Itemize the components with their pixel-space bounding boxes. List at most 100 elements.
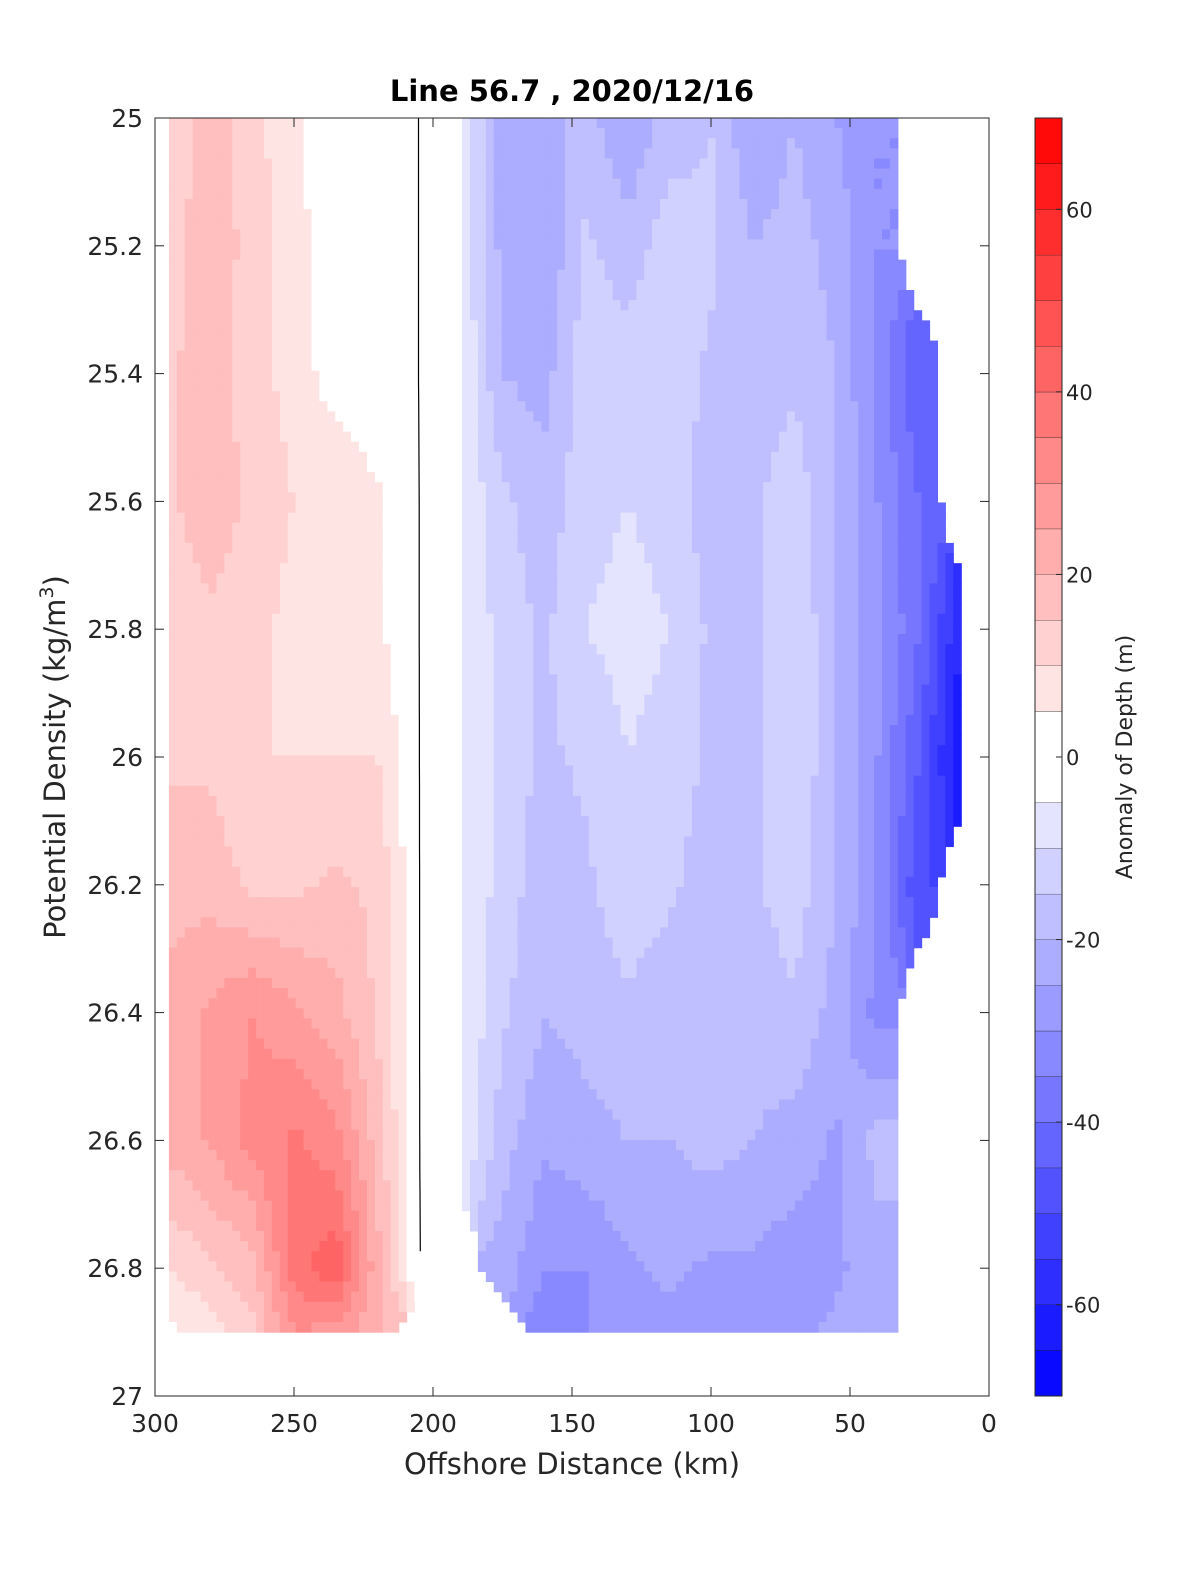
contour-cell bbox=[501, 188, 511, 200]
contour-cell bbox=[256, 330, 265, 342]
contour-cell bbox=[557, 542, 566, 554]
contour-cell bbox=[921, 431, 931, 443]
contour-cell bbox=[335, 482, 344, 493]
contour-cell bbox=[256, 401, 265, 413]
contour-cell bbox=[533, 310, 542, 321]
contour-cell bbox=[699, 421, 709, 433]
contour-cell bbox=[517, 148, 527, 160]
contour-cell bbox=[572, 512, 582, 524]
contour-cell bbox=[224, 290, 233, 301]
contour-cell bbox=[541, 391, 550, 402]
contour-cell bbox=[303, 502, 313, 514]
contour-cell bbox=[652, 330, 661, 342]
contour-cell bbox=[549, 168, 558, 180]
contour-cell bbox=[557, 279, 566, 291]
contour-cell bbox=[454, 553, 463, 564]
contour-cell bbox=[802, 502, 812, 514]
contour-cell bbox=[469, 563, 479, 574]
contour-cell bbox=[723, 148, 733, 160]
contour-cell bbox=[683, 168, 693, 180]
contour-cell bbox=[715, 340, 725, 352]
contour-cell bbox=[216, 472, 225, 483]
contour-cell bbox=[525, 229, 534, 241]
contour-cell bbox=[778, 583, 788, 595]
contour-cell bbox=[485, 502, 495, 514]
contour-cell bbox=[311, 370, 321, 382]
contour-cell bbox=[707, 168, 717, 180]
contour-cell bbox=[596, 249, 606, 261]
contour-cell bbox=[588, 462, 598, 473]
contour-cell bbox=[351, 138, 360, 149]
contour-cell bbox=[232, 391, 241, 402]
contour-cell bbox=[612, 330, 622, 342]
contour-cell bbox=[850, 360, 859, 372]
contour-cell bbox=[652, 441, 661, 453]
contour-cell bbox=[168, 249, 178, 261]
contour-cell bbox=[359, 269, 368, 281]
contour-cell bbox=[644, 340, 653, 352]
contour-cell bbox=[533, 421, 542, 433]
contour-cell bbox=[747, 613, 756, 625]
contour-cell bbox=[446, 188, 455, 200]
contour-cell bbox=[176, 229, 186, 241]
contour-cell bbox=[517, 320, 527, 332]
contour-cell bbox=[446, 249, 455, 261]
contour-cell bbox=[335, 401, 344, 413]
contour-cell bbox=[549, 279, 558, 291]
contour-cell bbox=[517, 229, 527, 241]
contour-cell bbox=[628, 118, 637, 129]
contour-cell bbox=[866, 573, 875, 585]
contour-cell bbox=[889, 381, 899, 392]
contour-cell bbox=[216, 229, 225, 241]
contour-cell bbox=[644, 168, 653, 180]
contour-cell bbox=[493, 583, 503, 595]
contour-cell bbox=[216, 290, 225, 301]
contour-cell bbox=[382, 330, 392, 342]
contour-cell bbox=[485, 381, 495, 392]
contour-cell bbox=[818, 118, 828, 129]
contour-cell bbox=[319, 340, 328, 352]
contour-cell bbox=[715, 239, 725, 251]
contour-cell bbox=[691, 553, 701, 564]
contour-cell bbox=[747, 269, 756, 281]
contour-cell bbox=[374, 421, 384, 433]
contour-cell bbox=[771, 188, 780, 200]
contour-cell bbox=[810, 290, 820, 301]
contour-cell bbox=[580, 269, 590, 281]
contour-cell bbox=[184, 492, 194, 504]
contour-cell bbox=[596, 603, 606, 615]
contour-cell bbox=[200, 522, 210, 534]
contour-cell bbox=[501, 472, 511, 483]
contour-cell bbox=[232, 482, 241, 493]
contour-cell bbox=[240, 411, 249, 423]
contour-cell bbox=[287, 593, 297, 605]
contour-cell bbox=[271, 300, 281, 311]
contour-cell bbox=[874, 573, 883, 585]
contour-cell bbox=[232, 320, 241, 332]
contour-cell bbox=[398, 603, 408, 615]
contour-cell bbox=[691, 532, 701, 544]
contour-cell bbox=[707, 128, 717, 139]
contour-cell bbox=[858, 613, 867, 625]
contour-cell bbox=[675, 259, 685, 271]
contour-cell bbox=[351, 553, 360, 564]
contour-cell bbox=[826, 168, 836, 180]
contour-cell bbox=[913, 381, 923, 392]
contour-cell bbox=[184, 462, 194, 473]
contour-cell bbox=[533, 542, 542, 554]
contour-cell bbox=[612, 340, 622, 352]
contour-cell bbox=[612, 370, 622, 382]
contour-cell bbox=[636, 553, 645, 564]
contour-cell bbox=[469, 502, 479, 514]
contour-cell bbox=[866, 320, 875, 332]
contour-cell bbox=[256, 178, 265, 190]
contour-cell bbox=[850, 198, 859, 210]
contour-cell bbox=[184, 138, 194, 149]
contour-cell bbox=[628, 542, 637, 554]
contour-cell bbox=[462, 320, 471, 332]
contour-cell bbox=[675, 431, 685, 443]
contour-cell bbox=[303, 542, 313, 554]
contour-cell bbox=[620, 330, 630, 342]
contour-cell bbox=[438, 229, 447, 241]
contour-cell bbox=[683, 249, 693, 261]
